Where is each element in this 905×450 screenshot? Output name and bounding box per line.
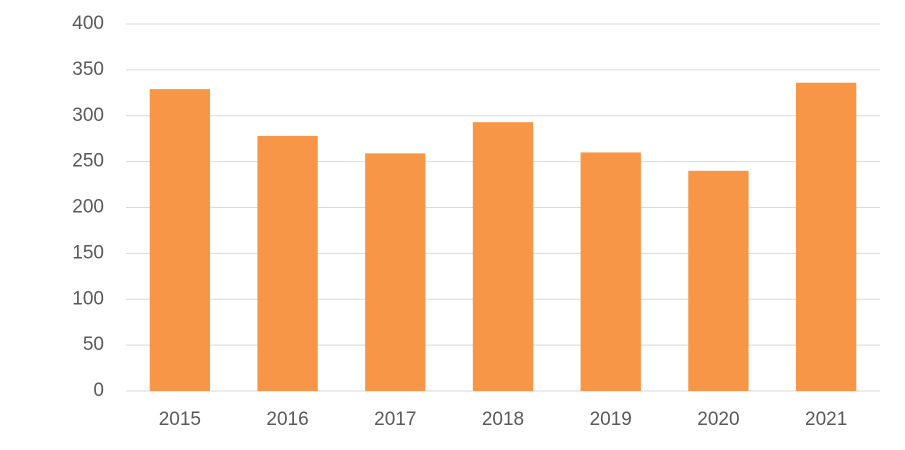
bar <box>365 153 426 391</box>
y-tick-label: 0 <box>93 380 104 401</box>
y-tick-label: 250 <box>72 151 104 172</box>
y-tick-label: 350 <box>72 59 104 80</box>
y-tick-label: 400 <box>72 13 104 34</box>
bar <box>257 135 318 391</box>
x-tick-label: 2017 <box>374 409 416 430</box>
bar <box>795 82 857 391</box>
x-tick-label: 2015 <box>159 409 201 430</box>
bar <box>580 152 641 391</box>
y-tick-label: 150 <box>72 242 104 263</box>
y-tick-label: 200 <box>72 197 104 218</box>
bar <box>149 89 211 391</box>
x-tick-label: 2018 <box>482 409 524 430</box>
y-tick-label: 50 <box>83 334 104 355</box>
bar <box>472 122 534 392</box>
y-tick-label: 300 <box>72 105 104 126</box>
x-tick-label: 2020 <box>697 409 739 430</box>
x-tick-label: 2021 <box>805 409 847 430</box>
y-tick-label: 100 <box>72 288 104 309</box>
x-tick-label: 2019 <box>590 409 632 430</box>
x-tick-label: 2016 <box>266 409 308 430</box>
bar <box>688 170 749 391</box>
